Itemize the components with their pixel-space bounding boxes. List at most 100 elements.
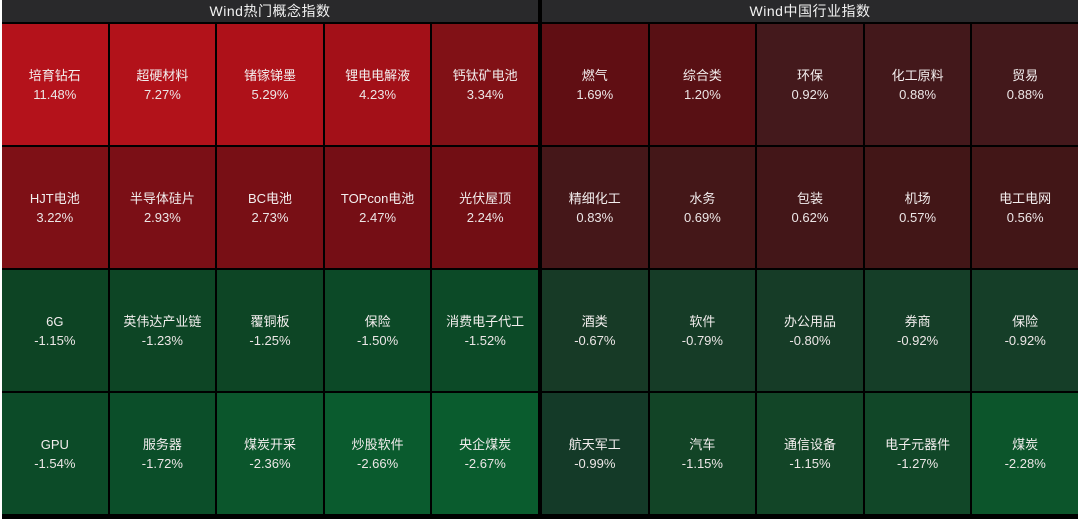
cell-change-value: -1.15% (681, 455, 723, 471)
cell-change-value: 4.23% (359, 86, 397, 102)
cell-change-value: -0.79% (681, 332, 723, 348)
heatmap-cell-综合类[interactable]: 综合类 1.20% (649, 24, 756, 145)
heatmap-cell-半导体硅片[interactable]: 半导体硅片 2.93% (109, 147, 216, 268)
heatmap-cell-钙钛矿电池[interactable]: 钙钛矿电池 3.34% (432, 24, 538, 145)
industry-panel-title: Wind中国行业指数 (542, 0, 1078, 22)
heatmap-cell-精细化工[interactable]: 精细化工 0.83% (542, 147, 648, 268)
cell-label: 消费电子代工 (446, 313, 525, 329)
cell-change-value: 0.92% (791, 86, 829, 102)
cell-label: HJT电池 (29, 190, 80, 206)
heatmap-cell-煤炭[interactable]: 煤炭 -2.28% (972, 393, 1078, 514)
cell-change-value: 11.48% (33, 86, 77, 102)
heatmap-cell-化工原料[interactable]: 化工原料 0.88% (864, 24, 971, 145)
cell-label: 培育钻石 (28, 67, 81, 83)
heatmap-cell-培育钻石[interactable]: 培育钻石 11.48% (2, 24, 108, 145)
heatmap-cell-环保[interactable]: 环保 0.92% (757, 24, 863, 145)
heatmap-cell-炒股软件[interactable]: 炒股软件 -2.66% (324, 393, 431, 514)
heatmap-cell-通信设备[interactable]: 通信设备 -1.15% (757, 393, 863, 514)
heatmap-cell-煤炭开采[interactable]: 煤炭开采 -2.36% (217, 393, 323, 514)
heatmap-cell-券商[interactable]: 券商 -0.92% (864, 270, 971, 391)
heatmap-cell-包装[interactable]: 包装 0.62% (757, 147, 863, 268)
heatmap-cell-服务器[interactable]: 服务器 -1.72% (109, 393, 216, 514)
cell-label: TOPcon电池 (340, 190, 415, 206)
cell-change-value: 0.62% (791, 209, 829, 225)
cell-label: 包装 (796, 190, 823, 206)
heatmap-cell-水务[interactable]: 水务 0.69% (649, 147, 756, 268)
cell-change-value: -0.67% (574, 332, 616, 348)
heatmap-cell-6G[interactable]: 6G -1.15% (2, 270, 108, 391)
heatmap-cell-航天军工[interactable]: 航天军工 -0.99% (542, 393, 648, 514)
cell-change-value: -2.36% (249, 455, 291, 471)
cell-change-value: 2.24% (466, 209, 504, 225)
concept-heatmap-grid: 培育钻石 11.48% 超硬材料 7.27% 锗镓锑墨 5.29% 锂电电解液 4.23% 钙钛… (2, 24, 538, 514)
heatmap-cell-酒类[interactable]: 酒类 -0.67% (542, 270, 648, 391)
cell-label: 锗镓锑墨 (243, 67, 296, 83)
cell-label: 煤炭 (1012, 436, 1039, 452)
cell-label: 钙钛矿电池 (452, 67, 518, 83)
cell-change-value: 2.73% (251, 209, 289, 225)
cell-label: 综合类 (682, 67, 722, 83)
cell-label: 英伟达产业链 (123, 313, 202, 329)
heatmap-cell-GPU[interactable]: GPU -1.54% (2, 393, 108, 514)
heatmap-cell-保险[interactable]: 保险 -1.50% (324, 270, 431, 391)
cell-change-value: 1.69% (576, 86, 614, 102)
cell-label: 超硬材料 (136, 67, 189, 83)
cell-change-value: -0.80% (789, 332, 831, 348)
cell-change-value: -0.92% (896, 332, 939, 348)
concept-index-panel: Wind热门概念指数 培育钻石 11.48% 超硬材料 7.27% 锗镓锑墨 5.29% 锂… (2, 0, 538, 514)
heatmap-cell-BC电池[interactable]: BC电池 2.73% (217, 147, 323, 268)
cell-change-value: 3.34% (466, 86, 504, 102)
cell-label: 酒类 (581, 313, 608, 329)
cell-label: 办公用品 (783, 313, 836, 329)
heatmap-cell-HJT电池[interactable]: HJT电池 3.22% (2, 147, 108, 268)
heatmap-cell-机场[interactable]: 机场 0.57% (864, 147, 971, 268)
cell-label: 煤炭开采 (243, 436, 296, 452)
heatmap-cell-TOPcon电池[interactable]: TOPcon电池 2.47% (324, 147, 431, 268)
cell-change-value: 0.69% (683, 209, 721, 225)
industry-index-panel: Wind中国行业指数 燃气 1.69% 综合类 1.20% 环保 0.92% 化工原料 0.8… (542, 0, 1078, 514)
cell-label: 光伏屋顶 (459, 190, 512, 206)
cell-change-value: 2.47% (359, 209, 397, 225)
concept-panel-title: Wind热门概念指数 (2, 0, 538, 22)
cell-label: 机场 (904, 190, 931, 206)
heatmap-cell-办公用品[interactable]: 办公用品 -0.80% (757, 270, 863, 391)
cell-label: 券商 (904, 313, 931, 329)
heatmap-cell-电工电网[interactable]: 电工电网 0.56% (972, 147, 1078, 268)
heatmap-cell-汽车[interactable]: 汽车 -1.15% (649, 393, 756, 514)
heatmap-cell-覆铜板[interactable]: 覆铜板 -1.25% (217, 270, 323, 391)
cell-change-value: -1.15% (789, 455, 831, 471)
heatmap-cell-软件[interactable]: 软件 -0.79% (649, 270, 756, 391)
heatmap-cell-燃气[interactable]: 燃气 1.69% (542, 24, 648, 145)
cell-label: BC电池 (247, 190, 293, 206)
heatmap-cell-电子元器件[interactable]: 电子元器件 -1.27% (864, 393, 971, 514)
heatmap-cell-贸易[interactable]: 贸易 0.88% (972, 24, 1078, 145)
cell-change-value: 0.57% (899, 209, 937, 225)
cell-label: 通信设备 (783, 436, 836, 452)
heatmap-cell-锂电电解液[interactable]: 锂电电解液 4.23% (324, 24, 431, 145)
heatmap-cell-超硬材料[interactable]: 超硬材料 7.27% (109, 24, 216, 145)
cell-label: 航天军工 (568, 436, 621, 452)
heatmap-cell-消费电子代工[interactable]: 消费电子代工 -1.52% (432, 270, 538, 391)
cell-change-value: -1.54% (34, 455, 76, 471)
cell-label: 化工原料 (891, 67, 944, 83)
heatmap-cell-保险[interactable]: 保险 -0.92% (972, 270, 1078, 391)
cell-change-value: 3.22% (36, 209, 74, 225)
cell-label: 燃气 (581, 67, 608, 83)
cell-change-value: 2.93% (143, 209, 181, 225)
heatmap-cell-央企煤炭[interactable]: 央企煤炭 -2.67% (432, 393, 538, 514)
cell-change-value: -1.27% (896, 455, 939, 471)
cell-label: 6G (46, 313, 64, 329)
heatmap-cell-光伏屋顶[interactable]: 光伏屋顶 2.24% (432, 147, 538, 268)
heatmap-cell-锗镓锑墨[interactable]: 锗镓锑墨 5.29% (217, 24, 323, 145)
cell-change-value: -1.15% (34, 332, 76, 348)
cell-label: 覆铜板 (250, 313, 290, 329)
cell-label: 汽车 (689, 436, 716, 452)
cell-label: 贸易 (1012, 67, 1039, 83)
cell-label: 精细化工 (568, 190, 621, 206)
heatmap-cell-英伟达产业链[interactable]: 英伟达产业链 -1.23% (109, 270, 216, 391)
cell-label: GPU (40, 436, 69, 452)
cell-change-value: -1.23% (141, 332, 183, 348)
cell-change-value: -1.52% (464, 332, 506, 348)
cell-change-value: -2.28% (1004, 455, 1046, 471)
cell-change-value: 0.56% (1006, 209, 1044, 225)
